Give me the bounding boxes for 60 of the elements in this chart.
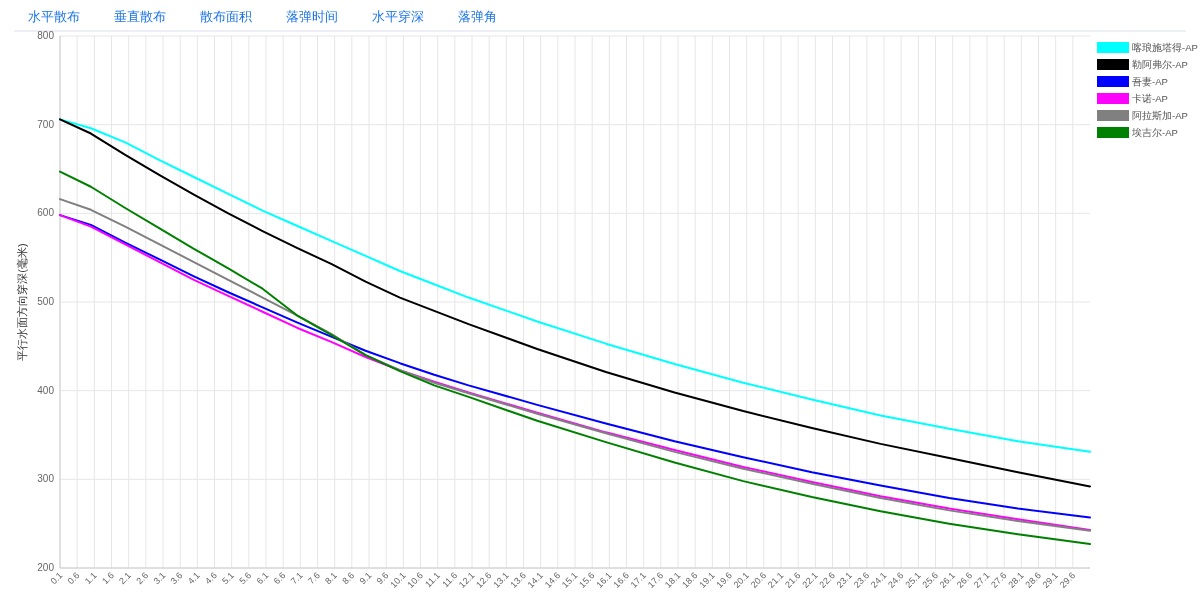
x-tick-label: 16.1 [594, 570, 614, 590]
x-tick-label: 2.1 [117, 570, 134, 587]
x-tick-label: 9.1 [357, 570, 374, 587]
x-tick-label: 13.1 [491, 570, 511, 590]
x-tick-label: 25.1 [903, 570, 923, 590]
x-tick-label: 24.1 [868, 570, 889, 590]
legend-label: 吾妻-AP [1132, 76, 1168, 87]
text: 水平散布 [28, 9, 80, 24]
text: 落弹角 [458, 9, 497, 24]
x-tick-label: 8.6 [340, 570, 357, 587]
x-tick-label: 20.1 [731, 570, 752, 590]
x-tick-label: 1.6 [99, 570, 116, 587]
x-tick-label: 10.1 [388, 570, 408, 590]
legend-label: 喀琅施塔得-AP [1132, 42, 1198, 53]
y-tick-label: 500 [37, 296, 55, 307]
x-tick-label: 27.1 [971, 570, 992, 590]
x-tick-label: 14.1 [525, 570, 546, 590]
legend-label: 埃吉尔-AP [1131, 127, 1178, 138]
x-tick-label: 19.1 [697, 570, 717, 590]
legend-label: 勒阿弗尔-AP [1132, 59, 1188, 70]
x-tick-label: 28.1 [1006, 570, 1026, 590]
x-tick-label: 18.1 [662, 570, 683, 590]
x-tick-label: 0.6 [65, 570, 82, 587]
x-tick-label: 15.1 [559, 570, 580, 590]
x-tick-label: 6.1 [254, 570, 271, 587]
x-tick-label: 7.6 [305, 570, 322, 587]
x-tick-label: 2.6 [134, 570, 151, 587]
x-tick-label: 5.6 [237, 570, 254, 587]
y-tick-label: 700 [37, 118, 55, 130]
x-tick-label: 8.1 [323, 570, 340, 587]
legend-label: 阿拉斯加-AP [1132, 110, 1188, 121]
x-tick-label: 9.6 [374, 570, 391, 587]
legend-label: 卡诺-AP [1132, 93, 1168, 104]
x-tick-label: 5.1 [220, 570, 237, 587]
x-tick-label: 3.6 [168, 570, 185, 587]
x-tick-label: 0.1 [48, 570, 65, 587]
y-tick-label: 200 [37, 562, 55, 573]
x-tick-label: 11.1 [423, 570, 443, 590]
x-tick-label: 7.1 [288, 570, 305, 587]
x-tick-label: 22.1 [800, 570, 820, 590]
x-tick-label: 21.1 [765, 570, 786, 590]
x-tick-label: 4.1 [185, 570, 202, 587]
text: 落弹时间 [286, 9, 338, 24]
y-tick-label: 600 [37, 207, 55, 219]
x-tick-label: 6.6 [271, 570, 288, 587]
x-tick-label: 1.1 [82, 570, 99, 587]
x-tick-label: 12.1 [456, 570, 477, 590]
text: 垂直散布 [114, 9, 166, 24]
x-tick-label: 26.1 [937, 570, 958, 590]
text: 水平穿深 [372, 9, 424, 24]
x-tick-label: 4.6 [202, 570, 219, 587]
y-axis-title: 平行水面方向穿深(毫米) [16, 243, 28, 361]
text: 散布面积 [200, 9, 252, 24]
y-tick-label: 300 [37, 473, 55, 485]
x-tick-label: 3.1 [151, 570, 168, 587]
x-tick-label: 17.1 [628, 570, 649, 590]
x-tick-label: 29.1 [1040, 570, 1061, 590]
y-tick-label: 800 [37, 30, 55, 41]
y-tick-label: 400 [37, 384, 55, 396]
x-tick-label: 23.1 [834, 570, 855, 590]
